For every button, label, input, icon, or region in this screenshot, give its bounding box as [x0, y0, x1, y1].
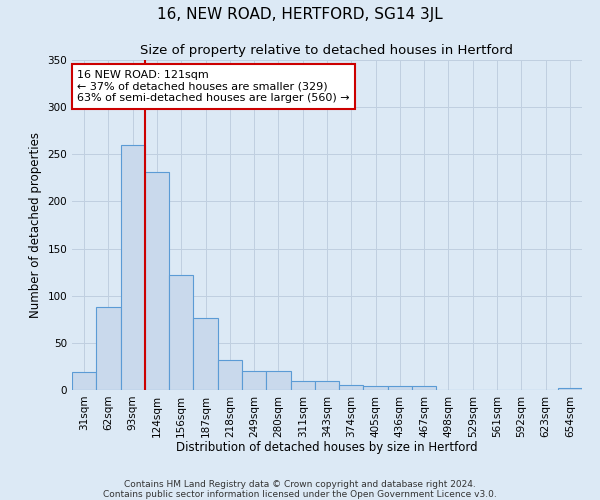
Bar [364, 386, 388, 390]
Bar [121, 145, 145, 390]
Bar [145, 172, 169, 390]
X-axis label: Distribution of detached houses by size in Hertford: Distribution of detached houses by size … [176, 441, 478, 454]
Text: 16, NEW ROAD, HERTFORD, SG14 3JL: 16, NEW ROAD, HERTFORD, SG14 3JL [157, 8, 443, 22]
Bar [388, 386, 412, 390]
Title: Size of property relative to detached houses in Hertford: Size of property relative to detached ho… [140, 44, 514, 58]
Bar [72, 372, 96, 390]
Bar [96, 307, 121, 390]
Bar [169, 275, 193, 390]
Bar [193, 318, 218, 390]
Bar [412, 386, 436, 390]
Bar [315, 380, 339, 390]
Bar [290, 380, 315, 390]
Bar [218, 360, 242, 390]
Text: Contains HM Land Registry data © Crown copyright and database right 2024.
Contai: Contains HM Land Registry data © Crown c… [103, 480, 497, 499]
Bar [242, 371, 266, 390]
Text: 16 NEW ROAD: 121sqm
← 37% of detached houses are smaller (329)
63% of semi-detac: 16 NEW ROAD: 121sqm ← 37% of detached ho… [77, 70, 350, 103]
Bar [558, 388, 582, 390]
Y-axis label: Number of detached properties: Number of detached properties [29, 132, 42, 318]
Bar [266, 371, 290, 390]
Bar [339, 386, 364, 390]
